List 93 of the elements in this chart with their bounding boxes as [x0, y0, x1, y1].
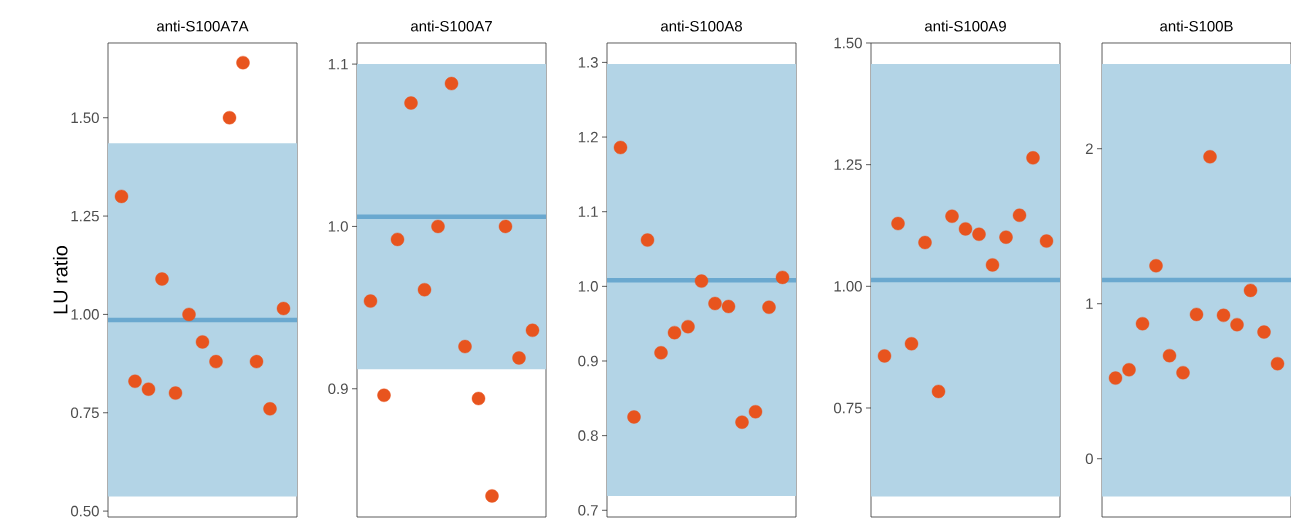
point: [958, 222, 973, 236]
y-tick-label: 0.9: [578, 355, 598, 367]
point: [458, 339, 472, 354]
point: [390, 232, 405, 247]
point: [1012, 208, 1027, 222]
y-tick-label: 1.50: [834, 37, 862, 49]
y-tick-label: 0.8: [578, 430, 598, 441]
point: [891, 216, 905, 231]
point: [485, 489, 499, 503]
point: [1257, 325, 1271, 339]
point: [431, 219, 445, 234]
y-tick-label: 1.0: [328, 221, 348, 232]
point: [627, 410, 641, 424]
y-tick-label: 0: [1085, 453, 1093, 464]
y-tick-label: 0.75: [833, 402, 862, 414]
point: [155, 272, 169, 286]
point: [775, 270, 790, 285]
point: [931, 384, 946, 399]
y-tick-label: 0.75: [70, 407, 99, 419]
point: [748, 405, 763, 419]
point: [209, 354, 223, 369]
point: [945, 209, 959, 223]
point: [471, 391, 486, 406]
point: [972, 227, 986, 241]
point: [1149, 259, 1163, 273]
chart-title: anti-S100A8: [661, 20, 742, 32]
y-tick-label: 2: [1085, 143, 1093, 154]
y-tick-label: 1.50: [71, 112, 99, 124]
y-tick-label: 1.25: [71, 210, 99, 222]
point: [708, 296, 722, 311]
y-tick-label: 1.25: [834, 159, 862, 170]
point: [249, 354, 264, 369]
point: [114, 189, 129, 204]
point: [654, 346, 668, 360]
point: [667, 325, 682, 340]
point: [417, 283, 432, 297]
y-tick-label: 1: [1086, 298, 1093, 309]
chart-title: anti-S100B: [1160, 20, 1233, 32]
point: [512, 351, 526, 365]
chart-title: anti-S100A7A: [157, 20, 249, 32]
point: [1189, 307, 1204, 322]
y-tick-label: 1.00: [71, 309, 99, 320]
point: [263, 402, 277, 416]
y-tick-label: 1.1: [578, 206, 598, 217]
point: [404, 96, 418, 110]
y-tick-label: 0.50: [70, 505, 99, 517]
point: [363, 294, 378, 308]
point: [1026, 151, 1040, 165]
point: [721, 299, 736, 314]
point: [1108, 371, 1123, 385]
point: [762, 300, 776, 314]
y-tick-label: 0.7: [578, 504, 598, 516]
point: [276, 301, 291, 316]
y-axis-title: LU ratio: [52, 245, 68, 314]
point: [141, 382, 156, 396]
point: [222, 111, 237, 125]
point: [904, 337, 919, 351]
y-tick-label: 1.2: [578, 131, 598, 143]
point: [182, 307, 196, 322]
point: [1243, 283, 1258, 298]
point: [735, 415, 749, 429]
point: [999, 230, 1013, 244]
point: [1216, 308, 1231, 323]
chart-title: anti-S100A7: [411, 20, 492, 32]
point: [1230, 317, 1244, 332]
point: [681, 319, 695, 334]
y-tick-label: 1.0: [578, 281, 598, 292]
point: [694, 274, 709, 288]
point: [877, 349, 892, 363]
y-tick-label: 1.00: [834, 281, 862, 292]
chart-title: anti-S100A9: [925, 20, 1006, 32]
point: [377, 388, 391, 402]
point: [985, 258, 1000, 272]
point: [1122, 363, 1136, 377]
point: [640, 233, 655, 247]
point: [236, 55, 250, 70]
point: [168, 386, 183, 400]
point: [1162, 348, 1177, 363]
point: [195, 335, 210, 349]
point: [918, 235, 932, 250]
point: [1135, 317, 1150, 331]
y-tick-label: 0.9: [328, 383, 348, 395]
y-tick-label: 1.1: [328, 58, 348, 70]
point: [444, 76, 459, 91]
point: [1203, 150, 1217, 164]
point: [525, 323, 540, 338]
point: [128, 374, 142, 388]
point: [498, 219, 513, 234]
point: [1176, 365, 1190, 380]
point: [1270, 357, 1285, 371]
point: [613, 140, 628, 155]
point: [1039, 234, 1054, 248]
y-tick-label: 1.3: [578, 57, 598, 68]
